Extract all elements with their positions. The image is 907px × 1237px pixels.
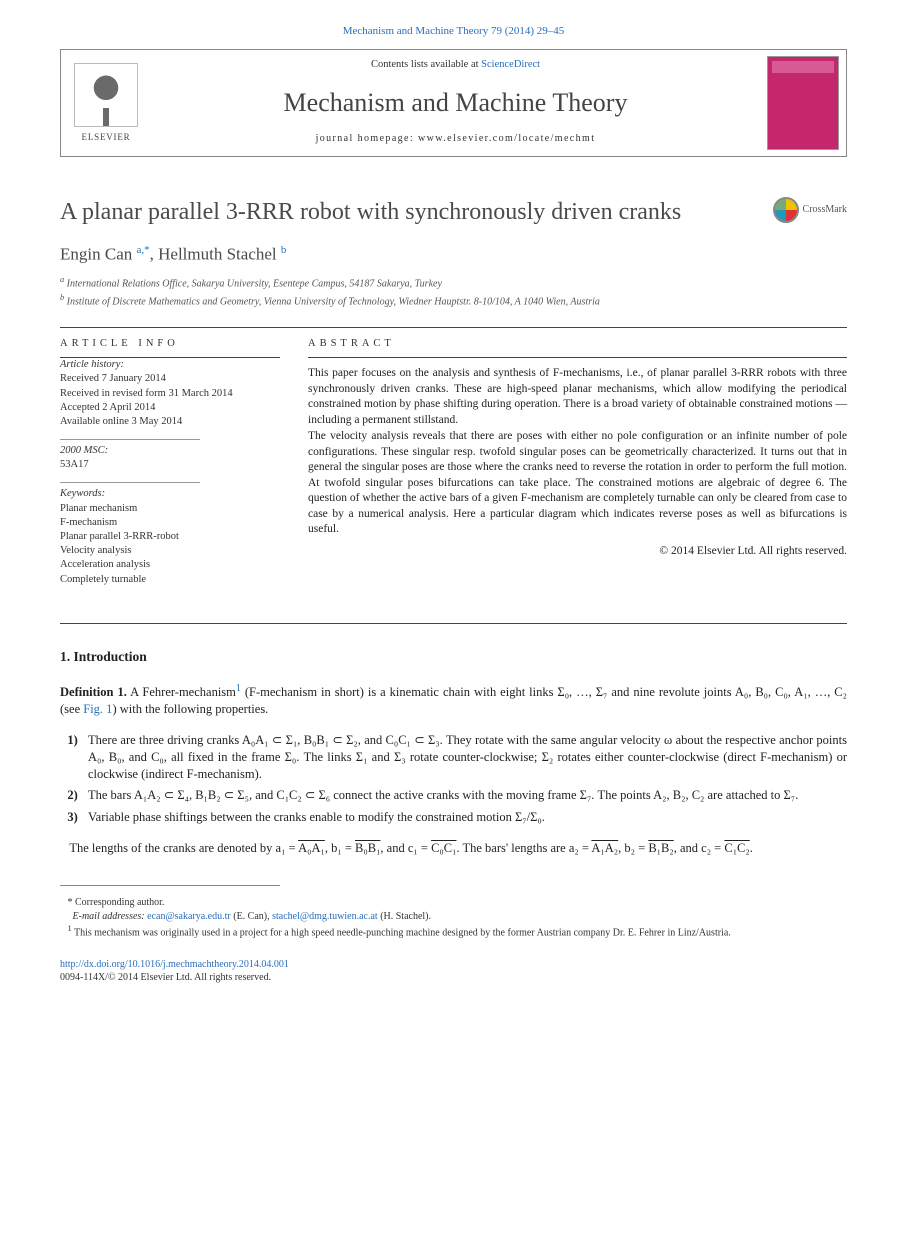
article-title: A planar parallel 3-RRR robot with synch… <box>60 197 681 227</box>
def-label: Definition 1. <box>60 685 127 699</box>
citation-line: Mechanism and Machine Theory 79 (2014) 2… <box>60 24 847 39</box>
keywords-block: Keywords: Planar mechanism F-mechanism P… <box>60 487 280 586</box>
footnote-rule <box>60 885 280 892</box>
abstract-label: ABSTRACT <box>308 328 847 357</box>
crossmark-badge[interactable]: CrossMark <box>773 197 847 223</box>
definition-1: Definition 1. A Fehrer-mechanism1 (F-mec… <box>60 682 847 718</box>
sub-rule-1 <box>60 439 200 440</box>
len-a1a2: A₁A₂ <box>591 841 618 855</box>
fig1-link[interactable]: Fig. 1 <box>83 702 112 716</box>
corr-footnote: * Corresponding author. <box>60 896 847 910</box>
email-footnote: E-mail addresses: ecan@sakarya.edu.tr (E… <box>60 910 847 924</box>
elsevier-wordmark: ELSEVIER <box>82 131 131 143</box>
contents-line: Contents lists available at ScienceDirec… <box>157 58 754 72</box>
author-2: Hellmuth Stachel <box>158 245 281 264</box>
header-middle: Contents lists available at ScienceDirec… <box>151 50 760 156</box>
history-0: Received 7 January 2014 <box>60 372 280 386</box>
author-1-aff: a, <box>137 244 145 256</box>
history-3: Available online 3 May 2014 <box>60 415 280 429</box>
affiliation-a: a International Relations Office, Sakary… <box>60 274 847 291</box>
len-m5: , and c₂ = <box>674 841 725 855</box>
affil-a-text: International Relations Office, Sakarya … <box>67 279 442 290</box>
abstract-column: ABSTRACT This paper focuses on the analy… <box>308 328 847 597</box>
bottom-block: http://dx.doi.org/10.1016/j.mechmachtheo… <box>60 958 847 985</box>
kw-3: Velocity analysis <box>60 544 280 558</box>
sciencedirect-link[interactable]: ScienceDirect <box>481 59 540 70</box>
journal-name: Mechanism and Machine Theory <box>157 85 754 120</box>
journal-header: ELSEVIER Contents lists available at Sci… <box>60 49 847 157</box>
email-label: E-mail addresses: <box>73 911 148 922</box>
len-b1b2: B₁B₂ <box>648 841 673 855</box>
affiliation-b: b Institute of Discrete Mathematics and … <box>60 292 847 309</box>
msc-label: 2000 MSC: <box>60 444 280 458</box>
article-info-column: ARTICLE INFO Article history: Received 7… <box>60 328 280 597</box>
section-1-heading: 1. Introduction <box>60 648 847 666</box>
elsevier-tree-icon <box>74 63 138 127</box>
len-c0c1: C₀C₁ <box>431 841 456 855</box>
affil-b-text: Institute of Discrete Mathematics and Ge… <box>67 297 600 308</box>
corr-text: Corresponding author. <box>75 897 164 908</box>
history-1: Received in revised form 31 March 2014 <box>60 387 280 401</box>
abstract-p1: This paper focuses on the analysis and s… <box>308 366 847 428</box>
email-2[interactable]: stachel@dmg.tuwien.ac.at <box>272 911 378 922</box>
journal-cover <box>760 50 846 156</box>
lengths-paragraph: The lengths of the cranks are denoted by… <box>60 840 847 857</box>
kw-5: Completely turnable <box>60 573 280 587</box>
keywords-label: Keywords: <box>60 487 280 501</box>
author-sep: , <box>150 245 159 264</box>
rule-below-abstract <box>60 623 847 624</box>
contents-prefix: Contents lists available at <box>371 59 481 70</box>
crossmark-label: CrossMark <box>803 203 847 217</box>
property-2: The bars A₁A₂ ⊂ Σ₄, B₁B₂ ⊂ Σ₅, and C₁C₂ … <box>84 787 847 804</box>
len-b0b1: B₀B₁ <box>355 841 380 855</box>
len-m3: . The bars' lengths are a₂ = <box>456 841 591 855</box>
homepage-prefix: journal homepage: <box>316 133 418 144</box>
kw-4: Acceleration analysis <box>60 558 280 572</box>
crossmark-icon <box>773 197 799 223</box>
author-line: Engin Can a,*, Hellmuth Stachel b <box>60 243 847 267</box>
kw-1: F-mechanism <box>60 516 280 530</box>
msc-value: 53A17 <box>60 458 280 472</box>
def-body-a: A Fehrer-mechanism <box>127 685 236 699</box>
author-2-aff: b <box>281 244 287 256</box>
def-body-c: ) with the following properties. <box>112 702 268 716</box>
len-m1: , b₁ = <box>325 841 355 855</box>
elsevier-logo: ELSEVIER <box>61 50 151 156</box>
homepage-url[interactable]: www.elsevier.com/locate/mechmt <box>418 133 595 144</box>
author-1: Engin Can <box>60 245 137 264</box>
len-pre: The lengths of the cranks are denoted by… <box>69 841 298 855</box>
footnotes: * Corresponding author. E-mail addresses… <box>60 896 847 940</box>
property-1: There are three driving cranks A₀A₁ ⊂ Σ₁… <box>84 732 847 783</box>
footnote-1: 1 This mechanism was originally used in … <box>60 923 847 940</box>
len-c1c2: C₁C₂ <box>724 841 749 855</box>
email-2-who: (H. Stachel). <box>378 911 431 922</box>
article-info-label: ARTICLE INFO <box>60 328 280 357</box>
len-a0a1: A₀A₁ <box>298 841 325 855</box>
fn1-text: This mechanism was originally used in a … <box>74 927 731 938</box>
history-label: Article history: <box>60 358 280 372</box>
doi-link[interactable]: http://dx.doi.org/10.1016/j.mechmachtheo… <box>60 958 847 972</box>
history-block: Article history: Received 7 January 2014… <box>60 358 280 429</box>
email-1[interactable]: ecan@sakarya.edu.tr <box>147 911 231 922</box>
sub-rule-2 <box>60 482 200 483</box>
len-m4: , b₂ = <box>618 841 648 855</box>
msc-block: 2000 MSC: 53A17 <box>60 444 280 472</box>
property-3: Variable phase shiftings between the cra… <box>84 809 847 826</box>
issn-line: 0094-114X/© 2014 Elsevier Ltd. All right… <box>60 971 847 985</box>
abstract-text: This paper focuses on the analysis and s… <box>308 358 847 559</box>
kw-0: Planar mechanism <box>60 502 280 516</box>
history-2: Accepted 2 April 2014 <box>60 401 280 415</box>
properties-list: There are three driving cranks A₀A₁ ⊂ Σ₁… <box>74 732 847 826</box>
journal-homepage: journal homepage: www.elsevier.com/locat… <box>157 132 754 146</box>
affiliations: a International Relations Office, Sakary… <box>60 274 847 309</box>
email-1-who: (E. Can), <box>231 911 272 922</box>
len-end: . <box>750 841 753 855</box>
copyright-line: © 2014 Elsevier Ltd. All rights reserved… <box>308 544 847 560</box>
cover-image <box>767 56 839 150</box>
kw-2: Planar parallel 3-RRR-robot <box>60 530 280 544</box>
len-m2: , and c₁ = <box>380 841 431 855</box>
abstract-p2: The velocity analysis reveals that there… <box>308 429 847 538</box>
